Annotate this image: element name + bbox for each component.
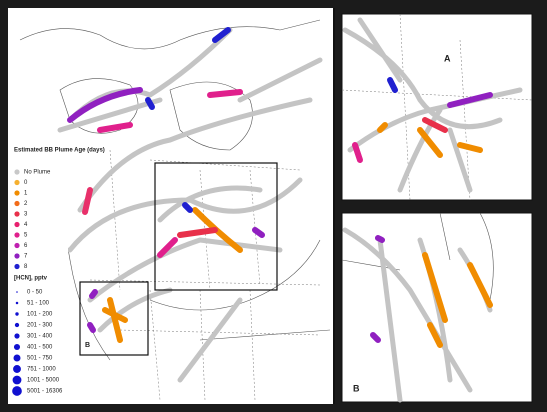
plume-segment [422,117,448,133]
legend-label: 0 - 50 [27,290,43,296]
legend-swatch [13,365,21,373]
legend-label: 7 [24,254,28,260]
legend-swatch [14,253,20,259]
legend-title: Estimated BB Plume Age (days) [14,148,105,154]
legend-label: 6 [24,243,28,249]
legend-swatch [15,312,19,316]
legend-swatch [15,301,19,305]
inset-a-borders [341,13,533,201]
legend-swatch [14,232,20,238]
plume-segment [447,92,493,108]
legend-label: 2 [24,201,28,207]
legend-label: 4 [24,222,28,228]
panel-label: B [353,383,360,393]
legend-swatch [14,190,20,196]
legend-swatch [14,169,20,175]
plume-segment [377,122,483,158]
legend-swatch [12,375,22,385]
legend: No Plume 0 1 2 3 4 5 6 7 8 0 - 50 51 - 100 101 - 200… [12,169,63,396]
inset-a-outline [154,162,278,291]
legend-swatch [14,221,20,228]
legend-swatch [13,343,21,351]
legend-label: 501 - 750 [27,356,53,362]
legend-label: 5 [24,233,28,239]
legend-label: 101 - 200 [27,312,53,318]
legend-swatch [14,242,20,249]
inset-b-outline [79,281,149,356]
legend-swatch [14,179,20,186]
legend-label: 301 - 400 [27,334,53,340]
legend-swatch [16,291,18,293]
plume-segment [352,142,363,163]
legend-label: No Plume [24,170,51,176]
legend-label: 51 - 100 [27,301,50,307]
legend-swatch [12,386,22,396]
legend-label: 1001 - 5000 [27,378,60,384]
legend-label: 1 [24,191,28,197]
panel-label: A [444,53,451,63]
legend-label: 751 - 1000 [27,367,56,373]
inset-a-tracks [342,17,523,193]
legend-swatch [13,354,21,362]
legend-label: 3 [24,212,28,218]
plume-segment [370,235,385,343]
legend-swatch [14,333,20,339]
legend-label: 0 [24,180,28,186]
legend-swatch [14,322,20,328]
legend-label: 8 [24,264,28,270]
legend-swatch [14,200,20,207]
plume-segments [67,27,265,343]
inset-b-marker: B [85,342,90,349]
plume-segment [387,77,398,93]
legend-swatch [14,211,20,217]
legend-label: 401 - 500 [27,345,53,351]
legend-label: 201 - 300 [27,323,53,329]
plume-segment [422,252,493,348]
legend-swatch [14,263,20,270]
legend-title: [HCN], pptv [14,276,48,282]
legend-label: 5001 - 16306 [27,389,63,395]
flight-tracks [57,27,323,383]
